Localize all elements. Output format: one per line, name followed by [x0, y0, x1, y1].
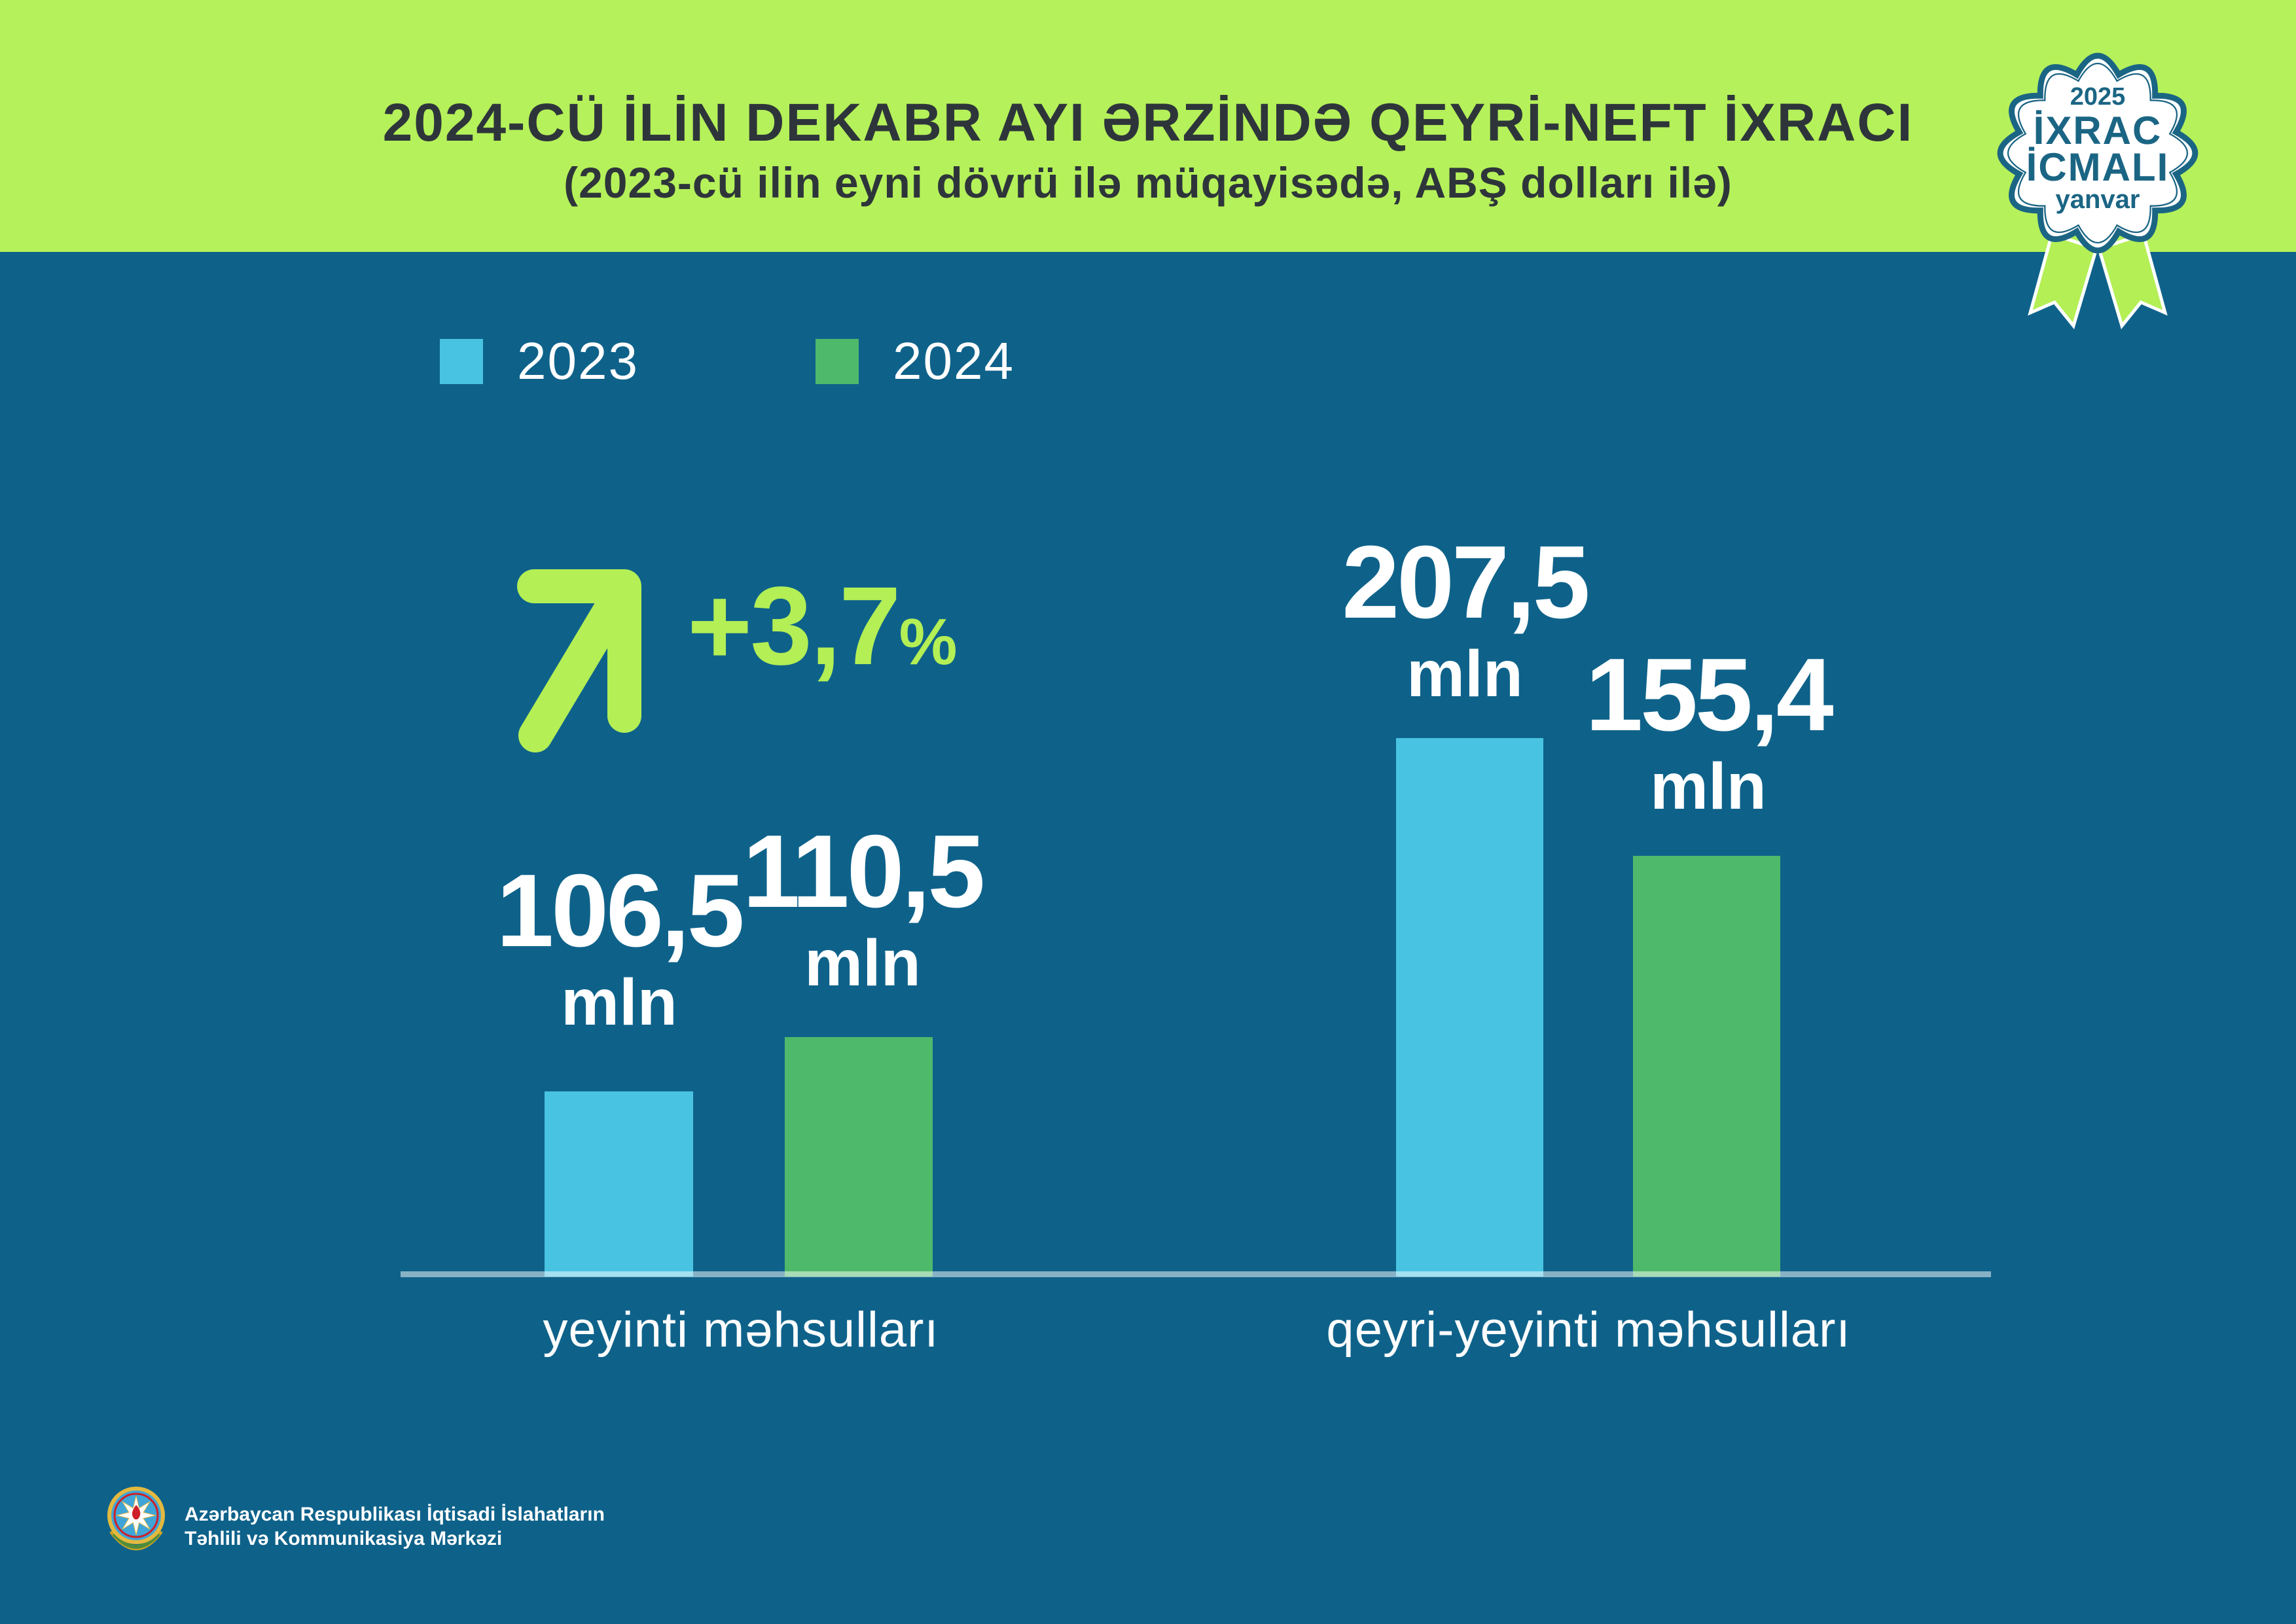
- legend-item-2023: 2023: [440, 335, 639, 387]
- header-band: 2024-CÜ İLİN DEKABR AYI ƏRZİNDƏ QEYRİ-NE…: [0, 0, 2296, 252]
- badge-line2: İCMALI: [2026, 145, 2170, 189]
- legend-label-2024: 2024: [892, 332, 1014, 390]
- seal-inner-line: [2007, 63, 2188, 243]
- page-subtitle: (2023-cü ilin eyni dövrü ilə müqayisədə,…: [564, 158, 1732, 207]
- bar-unit: mln: [804, 927, 921, 1000]
- change-percent: +3,7%: [687, 571, 958, 697]
- axis-baseline: [401, 1271, 1991, 1277]
- badge-seal-icon: 2025 İXRAC İCMALI yanvar: [1997, 52, 2198, 330]
- bar-value: 207,5: [1342, 525, 1590, 640]
- legend-swatch-2023: [440, 338, 483, 384]
- category-label-food: yeyinti məhsulları: [543, 1302, 939, 1358]
- bar-unit: mln: [1407, 637, 1523, 711]
- badge-year: 2025: [2070, 83, 2126, 111]
- bar-value: 106,5: [496, 853, 744, 968]
- category-label-nonfood: qeyri-yeyinti məhsulları: [1326, 1302, 1851, 1358]
- bar-value-label-2024-group0: 110,5 mln: [666, 819, 1059, 996]
- bar-unit: mln: [561, 966, 677, 1039]
- legend-item-2024: 2024: [815, 332, 1014, 390]
- badge-month: yanvar: [2056, 185, 2140, 214]
- seal-shape: [1997, 52, 2198, 254]
- arrow-up-right-icon: [517, 569, 641, 752]
- bar-value-label-2023-group1: 207,5 mln: [1268, 530, 1661, 707]
- legend-swatch-2024: [815, 338, 859, 384]
- footer-org-line1: Azərbaycan Respublikası İqtisadi İslahat…: [185, 1504, 605, 1525]
- percent-sign: %: [899, 605, 958, 679]
- footer-org-line2: Təhlili və Kommunikasiya Mərkəzi: [185, 1528, 503, 1549]
- bar-value-label-2024-group1: 155,4 mln: [1512, 643, 1905, 819]
- bar-value: 110,5: [742, 814, 986, 929]
- state-emblem-icon: [103, 1481, 169, 1562]
- bar-2023-group0: [545, 1091, 693, 1277]
- issue-badge: 2025 İXRAC İCMALI yanvar: [1990, 12, 2206, 342]
- bar-2024-group1: [1633, 856, 1780, 1277]
- legend-label-2023: 2023: [517, 332, 639, 390]
- bar-2023-group1: [1396, 738, 1543, 1277]
- bar-unit: mln: [1650, 750, 1767, 823]
- bar-value: 155,4: [1585, 637, 1833, 752]
- growth-indicator: [516, 564, 645, 754]
- badge-line1: İXRAC: [2034, 109, 2162, 152]
- legend: 2023 2024: [440, 332, 1014, 390]
- bar-value-label-2023-group0: 106,5 mln: [423, 858, 816, 1035]
- footer-organization: Azərbaycan Respublikası İqtisadi İslahat…: [185, 1502, 605, 1551]
- change-value: +3,7: [687, 564, 901, 688]
- page-title: 2024-CÜ İLİN DEKABR AYI ƏRZİNDƏ QEYRİ-NE…: [382, 93, 1914, 152]
- bar-2024-group0: [785, 1037, 933, 1277]
